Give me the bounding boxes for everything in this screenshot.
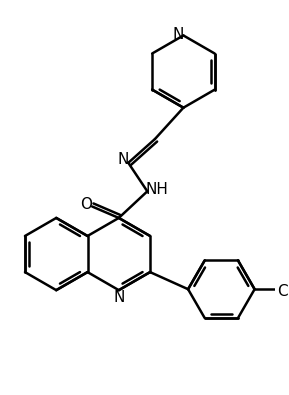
Text: NH: NH <box>145 182 168 197</box>
Text: N: N <box>118 152 129 167</box>
Text: O: O <box>80 197 92 212</box>
Text: N: N <box>173 27 184 42</box>
Text: N: N <box>113 290 125 305</box>
Text: Cl: Cl <box>277 284 289 299</box>
